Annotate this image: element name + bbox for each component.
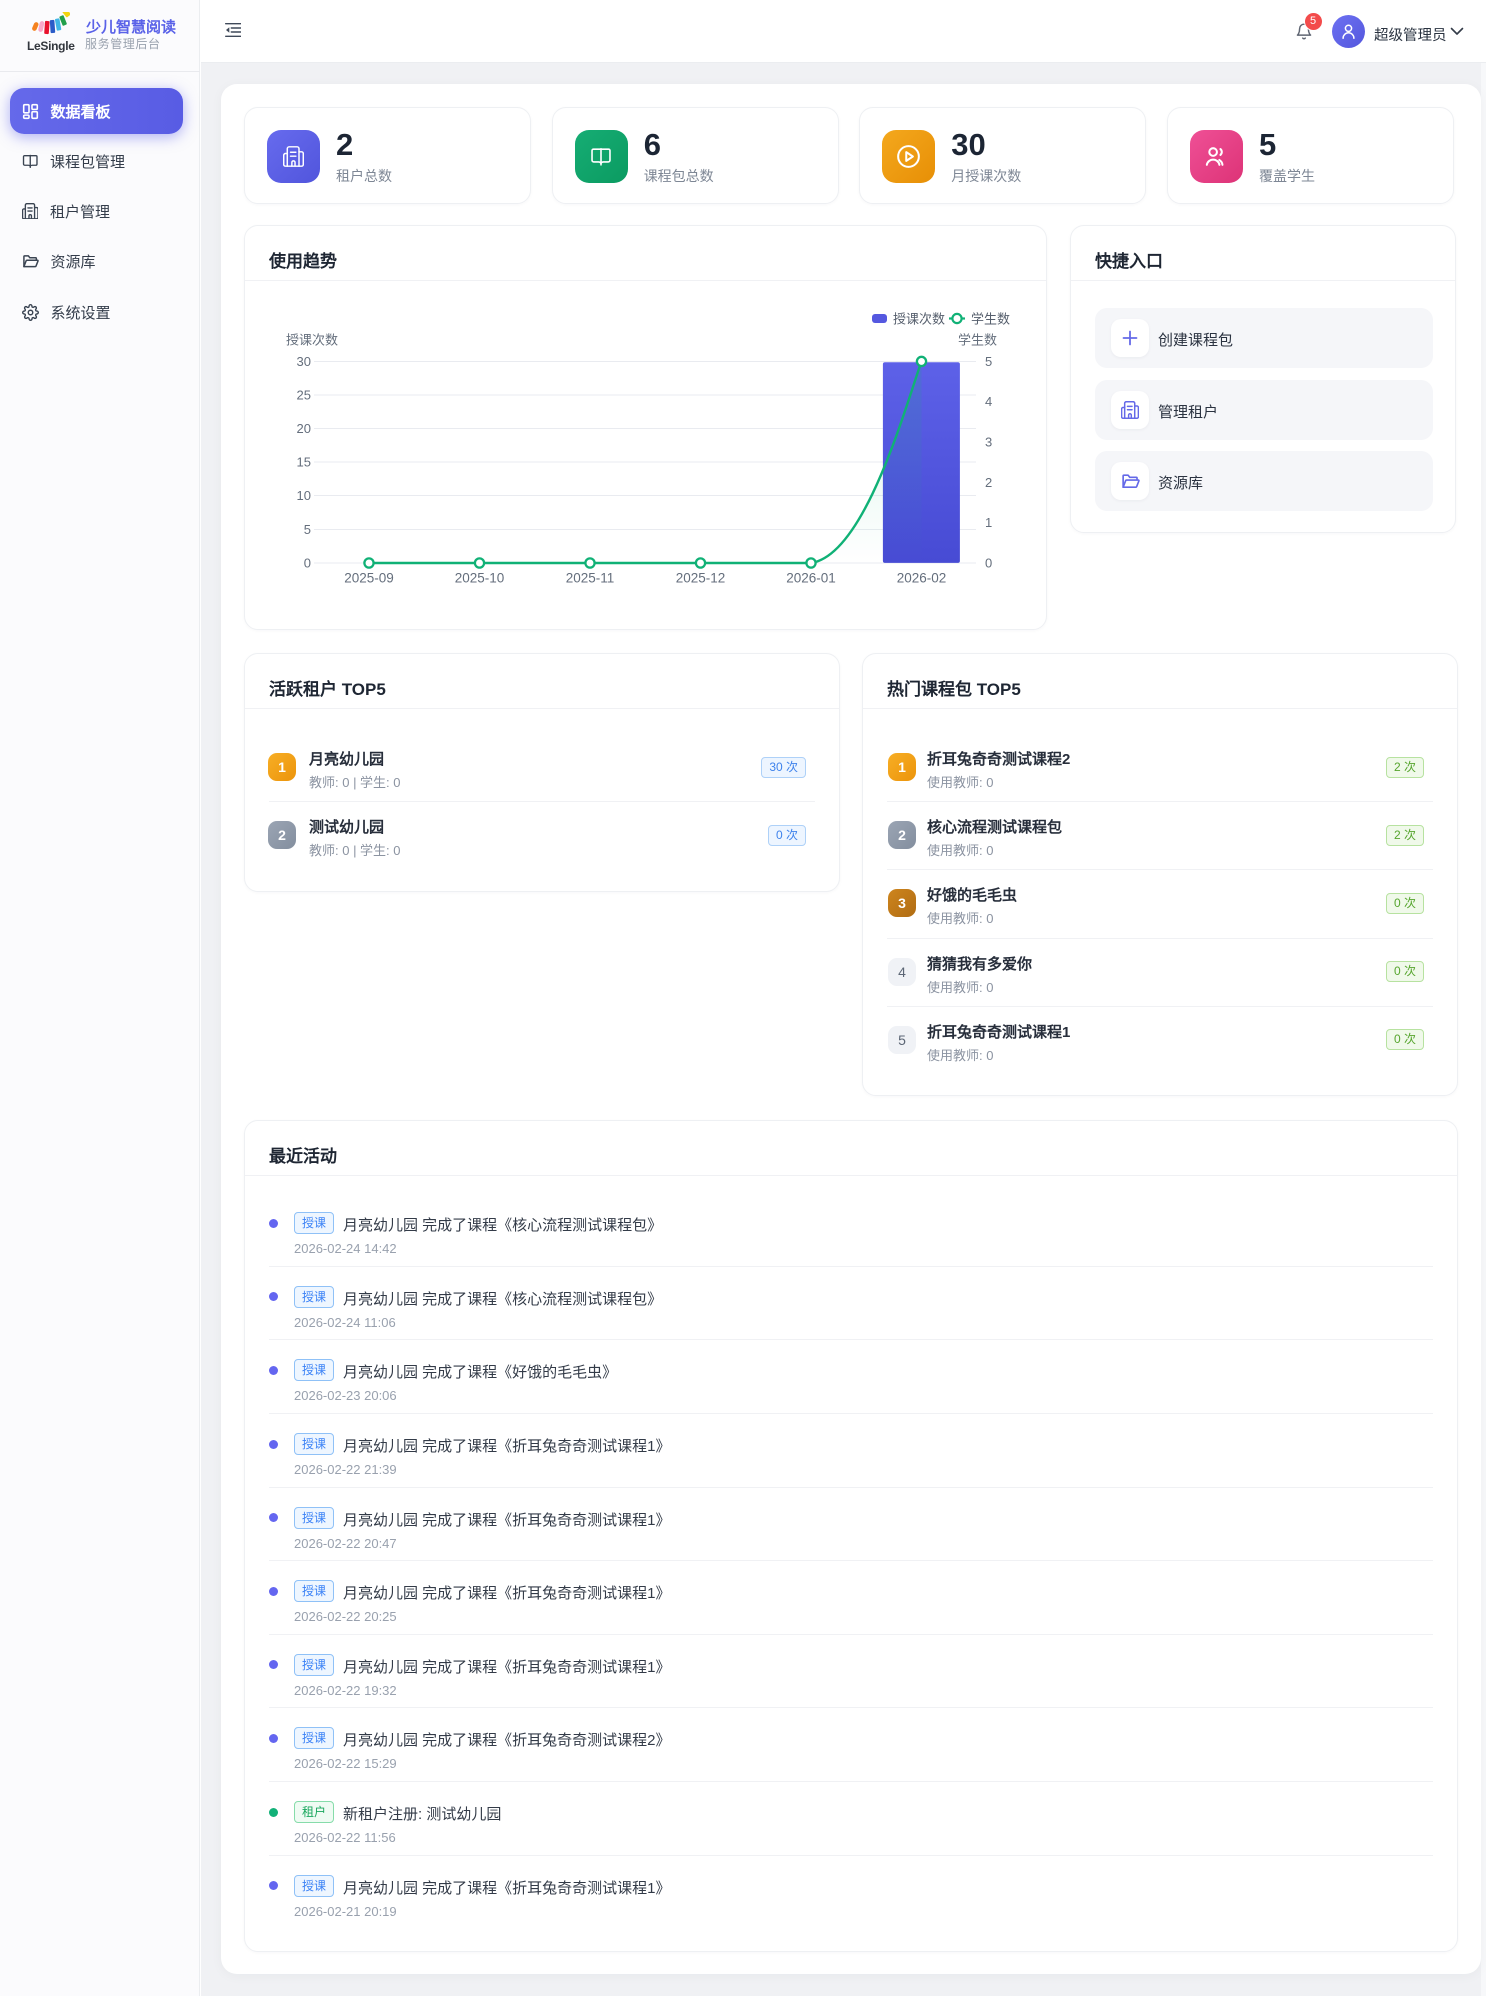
- svg-text:10: 10: [297, 488, 311, 503]
- svg-text:20: 20: [297, 421, 311, 436]
- svg-text:2026-02: 2026-02: [897, 571, 947, 586]
- svg-text:2025-12: 2025-12: [676, 571, 726, 586]
- svg-text:2025-10: 2025-10: [455, 571, 505, 586]
- svg-text:5: 5: [985, 354, 992, 369]
- svg-text:学生数: 学生数: [971, 312, 1010, 327]
- svg-text:0: 0: [304, 555, 311, 570]
- svg-text:15: 15: [297, 455, 311, 470]
- svg-text:学生数: 学生数: [958, 333, 997, 348]
- svg-text:4: 4: [985, 394, 992, 409]
- svg-text:30: 30: [297, 354, 311, 369]
- svg-text:2025-09: 2025-09: [344, 571, 394, 586]
- svg-text:3: 3: [985, 435, 992, 450]
- svg-text:0: 0: [985, 555, 992, 570]
- svg-text:25: 25: [297, 388, 311, 403]
- svg-text:授课次数: 授课次数: [893, 312, 945, 327]
- svg-text:授课次数: 授课次数: [286, 333, 338, 348]
- svg-text:1: 1: [985, 515, 992, 530]
- svg-text:2026-01: 2026-01: [786, 571, 836, 586]
- svg-text:2: 2: [985, 475, 992, 490]
- svg-text:5: 5: [304, 522, 311, 537]
- svg-text:2025-11: 2025-11: [566, 571, 615, 586]
